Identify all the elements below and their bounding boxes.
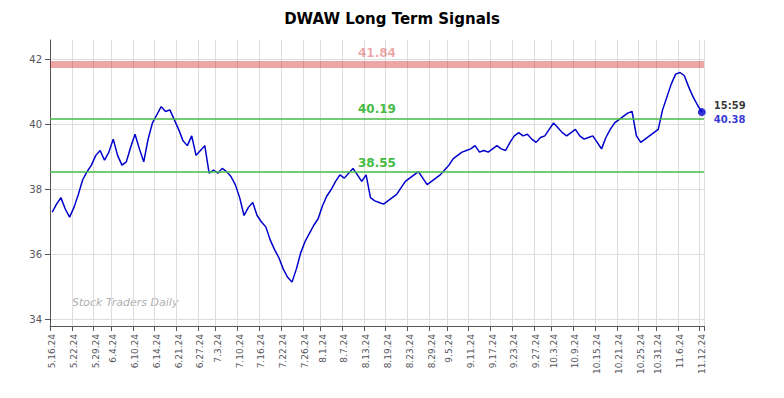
svg-text:9.17.24: 9.17.24 [488, 334, 498, 369]
svg-text:8.1.24: 8.1.24 [318, 334, 328, 363]
svg-text:40.38: 40.38 [714, 114, 746, 125]
svg-text:7.10.24: 7.10.24 [235, 334, 245, 369]
svg-text:38: 38 [29, 184, 42, 195]
svg-text:10.9.24: 10.9.24 [570, 334, 580, 369]
svg-text:6.27.24: 6.27.24 [195, 334, 205, 369]
svg-text:42: 42 [29, 54, 42, 65]
svg-text:8.29.24: 8.29.24 [427, 334, 437, 369]
svg-text:36: 36 [29, 249, 42, 260]
svg-text:11.6.24: 11.6.24 [675, 334, 685, 369]
svg-text:10.15.24: 10.15.24 [592, 334, 602, 374]
svg-text:9.5.24: 9.5.24 [444, 334, 454, 363]
svg-text:8.19.24: 8.19.24 [383, 334, 393, 369]
svg-text:8.23.24: 8.23.24 [405, 334, 415, 369]
svg-text:15:59: 15:59 [714, 100, 746, 111]
svg-text:9.11.24: 9.11.24 [466, 334, 476, 369]
svg-text:6.4.24: 6.4.24 [108, 334, 118, 363]
svg-text:40.19: 40.19 [358, 102, 396, 116]
svg-text:9.23.24: 9.23.24 [509, 334, 519, 369]
svg-text:7.16.24: 7.16.24 [256, 334, 266, 369]
svg-text:8.7.24: 8.7.24 [339, 334, 349, 363]
svg-text:40: 40 [29, 119, 42, 130]
svg-text:10.21.24: 10.21.24 [614, 334, 624, 374]
svg-text:34: 34 [29, 314, 42, 325]
svg-text:6.14.24: 6.14.24 [152, 334, 162, 369]
svg-text:5.22.24: 5.22.24 [69, 334, 79, 369]
svg-text:11.12.24: 11.12.24 [697, 334, 707, 374]
svg-text:5.29.24: 5.29.24 [91, 334, 101, 369]
svg-text:7.3.24: 7.3.24 [213, 334, 223, 363]
svg-text:10.3.24: 10.3.24 [549, 334, 559, 369]
svg-text:6.10.24: 6.10.24 [130, 334, 140, 369]
svg-text:7.22.24: 7.22.24 [278, 334, 288, 369]
svg-text:6.21.24: 6.21.24 [174, 334, 184, 369]
svg-text:9.27.24: 9.27.24 [531, 334, 541, 369]
svg-text:DWAW Long Term Signals: DWAW Long Term Signals [284, 10, 500, 28]
svg-text:7.26.24: 7.26.24 [300, 334, 310, 369]
svg-text:41.84: 41.84 [358, 46, 396, 60]
svg-text:10.25.24: 10.25.24 [636, 334, 646, 374]
svg-text:10.31.24: 10.31.24 [653, 334, 663, 374]
svg-text:38.55: 38.55 [358, 156, 396, 170]
svg-text:5.16.24: 5.16.24 [47, 334, 57, 369]
svg-text:8.13.24: 8.13.24 [361, 334, 371, 369]
svg-text:Stock Traders Daily: Stock Traders Daily [72, 296, 179, 309]
